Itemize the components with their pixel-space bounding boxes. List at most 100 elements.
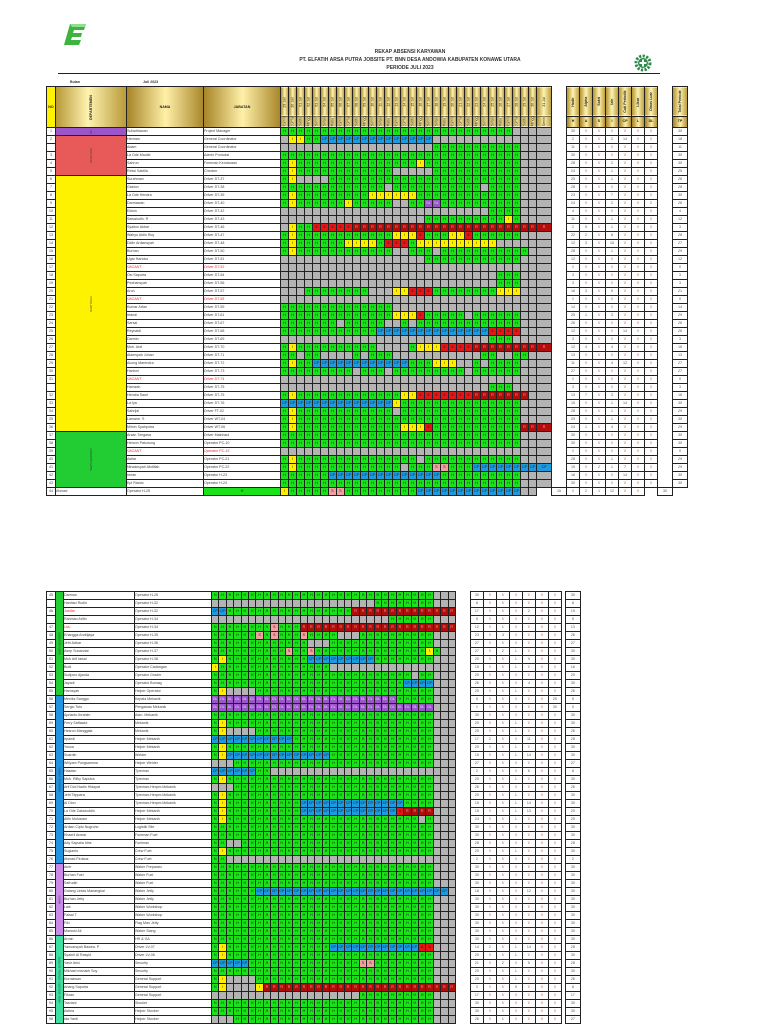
attendance-cell-h[interactable]: H — [307, 663, 316, 672]
attendance-cell-h[interactable]: H — [218, 623, 227, 632]
attendance-cell-x[interactable] — [424, 263, 433, 272]
employee-row[interactable]: 25 Reynaldi Driver DT-68 H H H H H H H H H H H H CP CP CP… — [46, 327, 688, 336]
attendance-cell-h[interactable]: H — [464, 151, 473, 160]
attendance-cell-h[interactable]: H — [344, 423, 353, 432]
attendance-cell-h[interactable]: H — [312, 247, 321, 256]
attendance-cell-h[interactable]: H — [496, 151, 505, 160]
attendance-cell-h[interactable]: H — [504, 127, 513, 136]
attendance-cell-h[interactable]: H — [496, 207, 505, 216]
attendance-cell-x[interactable] — [352, 207, 361, 216]
attendance-cell-h[interactable]: H — [352, 439, 361, 448]
attendance-cell-h[interactable]: H — [336, 199, 345, 208]
attendance-cell-cp[interactable]: CP — [240, 735, 249, 744]
attendance-cell-x[interactable] — [472, 383, 481, 392]
attendance-cell-h[interactable]: H — [288, 151, 297, 160]
attendance-cell-cp[interactable]: CP — [456, 487, 465, 496]
attendance-cell-h[interactable]: H — [299, 591, 309, 600]
attendance-cell-h[interactable]: H — [304, 127, 313, 136]
attendance-cell-h[interactable]: H — [351, 671, 360, 680]
attendance-cell-x[interactable] — [344, 991, 353, 1000]
attendance-cell-h[interactable]: H — [373, 743, 383, 752]
attendance-cell-x[interactable] — [392, 447, 401, 456]
attendance-cell-x[interactable] — [351, 663, 360, 672]
attendance-cell-h[interactable]: H — [299, 759, 309, 768]
attendance-cell-h[interactable]: H — [456, 215, 465, 224]
attendance-cell-x[interactable] — [392, 343, 401, 352]
attendance-cell-h[interactable]: H — [368, 439, 377, 448]
attendance-cell-h[interactable]: H — [395, 655, 405, 664]
attendance-cell-x[interactable] — [292, 767, 301, 776]
attendance-cell-x[interactable] — [536, 135, 552, 144]
attendance-cell-i[interactable]: I — [288, 423, 297, 432]
attendance-cell-h[interactable]: H — [373, 631, 383, 640]
attendance-cell-cp[interactable]: CP — [277, 751, 286, 760]
attendance-cell-h[interactable]: H — [225, 951, 235, 960]
attendance-cell-x[interactable] — [312, 335, 321, 344]
attendance-cell-h[interactable]: H — [373, 911, 383, 920]
attendance-cell-h[interactable]: H — [352, 407, 361, 416]
attendance-cell-x[interactable] — [432, 839, 442, 848]
attendance-cell-x[interactable] — [400, 143, 409, 152]
attendance-cell-h[interactable]: H — [210, 847, 220, 856]
attendance-cell-h[interactable]: H — [395, 871, 405, 880]
attendance-cell-h[interactable]: H — [270, 815, 279, 824]
attendance-cell-x[interactable] — [384, 343, 393, 352]
attendance-cell-h[interactable]: H — [440, 415, 449, 424]
attendance-cell-h[interactable]: H — [240, 591, 249, 600]
attendance-cell-x[interactable] — [440, 815, 449, 824]
attendance-cell-h[interactable]: H — [512, 207, 521, 216]
attendance-cell-h[interactable]: H — [284, 927, 294, 936]
attendance-cell-r[interactable]: R — [388, 607, 397, 616]
attendance-cell-a[interactable]: A — [464, 343, 473, 352]
attendance-cell-x[interactable] — [280, 287, 289, 296]
attendance-cell-h[interactable]: H — [312, 471, 321, 480]
attendance-cell-x[interactable] — [520, 151, 529, 160]
attendance-cell-h[interactable]: H — [448, 247, 457, 256]
attendance-cell-x[interactable] — [447, 711, 456, 720]
attendance-cell-x[interactable] — [488, 271, 497, 280]
attendance-cell-x[interactable] — [368, 215, 377, 224]
attendance-cell-h[interactable]: H — [440, 455, 449, 464]
attendance-cell-cp[interactable]: CP — [270, 751, 279, 760]
attendance-cell-h[interactable]: H — [225, 823, 235, 832]
attendance-cell-h[interactable]: H — [247, 639, 257, 648]
attendance-cell-h[interactable]: H — [336, 679, 346, 688]
attendance-cell-h[interactable]: H — [321, 863, 331, 872]
employee-row[interactable]: 46 Justfar Operator H-32 CP CP H H H H H H H H H H H H H H… — [46, 607, 581, 616]
attendance-cell-h[interactable]: H — [425, 847, 434, 856]
attendance-cell-h[interactable]: H — [480, 399, 489, 408]
attendance-cell-h[interactable]: H — [284, 711, 294, 720]
attendance-cell-h[interactable]: H — [432, 127, 441, 136]
attendance-cell-h[interactable]: H — [417, 831, 427, 840]
attendance-cell-x[interactable] — [360, 375, 369, 384]
attendance-cell-x[interactable] — [464, 263, 473, 272]
attendance-cell-cp[interactable]: CP — [472, 327, 481, 336]
attendance-cell-x[interactable] — [225, 599, 235, 608]
attendance-cell-h[interactable]: H — [314, 871, 323, 880]
attendance-cell-h[interactable]: H — [384, 407, 393, 416]
attendance-cell-h[interactable]: H — [336, 431, 345, 440]
attendance-cell-h[interactable]: H — [424, 479, 433, 488]
attendance-cell-h[interactable]: H — [292, 719, 301, 728]
attendance-cell-h[interactable]: H — [225, 847, 235, 856]
attendance-cell-x[interactable] — [376, 207, 385, 216]
attendance-cell-h[interactable]: H — [373, 647, 383, 656]
attendance-cell-h[interactable]: H — [292, 935, 301, 944]
attendance-cell-h[interactable]: H — [512, 231, 521, 240]
attendance-cell-h[interactable]: H — [336, 591, 346, 600]
employee-name[interactable]: Sugianto — [63, 847, 135, 856]
attendance-cell-cp[interactable]: CP — [448, 487, 457, 496]
employee-row[interactable]: 21 VACANT Driver DT-58 0 0 0 0 0 0 0 0 — [46, 295, 688, 304]
attendance-cell-h[interactable]: H — [425, 615, 434, 624]
attendance-cell-cp[interactable]: CP — [368, 399, 377, 408]
attendance-cell-x[interactable] — [280, 207, 289, 216]
attendance-cell-cp[interactable]: CP — [321, 751, 331, 760]
attendance-cell-i[interactable]: I — [218, 727, 227, 736]
attendance-cell-x[interactable] — [432, 871, 442, 880]
attendance-cell-h[interactable]: H — [408, 359, 417, 368]
attendance-cell-h[interactable]: H — [496, 431, 505, 440]
attendance-cell-x[interactable] — [344, 599, 353, 608]
attendance-cell-x[interactable] — [447, 807, 456, 816]
attendance-cell-x[interactable] — [360, 279, 369, 288]
attendance-cell-h[interactable]: H — [373, 927, 383, 936]
